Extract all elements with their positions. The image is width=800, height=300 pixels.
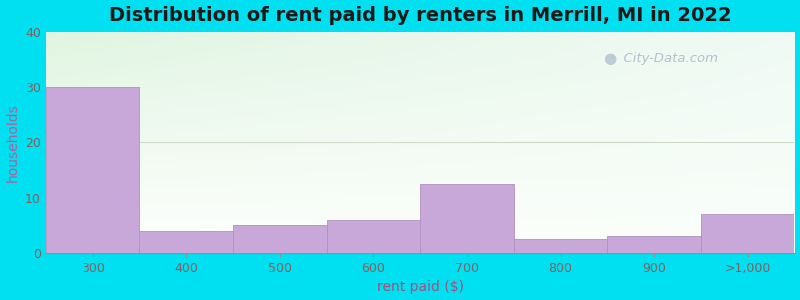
Y-axis label: households: households [6,103,19,182]
Bar [233,225,326,253]
Bar [701,214,794,253]
Bar [46,87,139,253]
Title: Distribution of rent paid by renters in Merrill, MI in 2022: Distribution of rent paid by renters in … [109,6,731,25]
Text: City-Data.com: City-Data.com [614,52,718,65]
Bar [514,239,607,253]
Bar [139,231,233,253]
Text: ●: ● [603,51,617,66]
X-axis label: rent paid ($): rent paid ($) [377,280,464,294]
Bar [326,220,420,253]
Bar [420,184,514,253]
Bar [607,236,701,253]
